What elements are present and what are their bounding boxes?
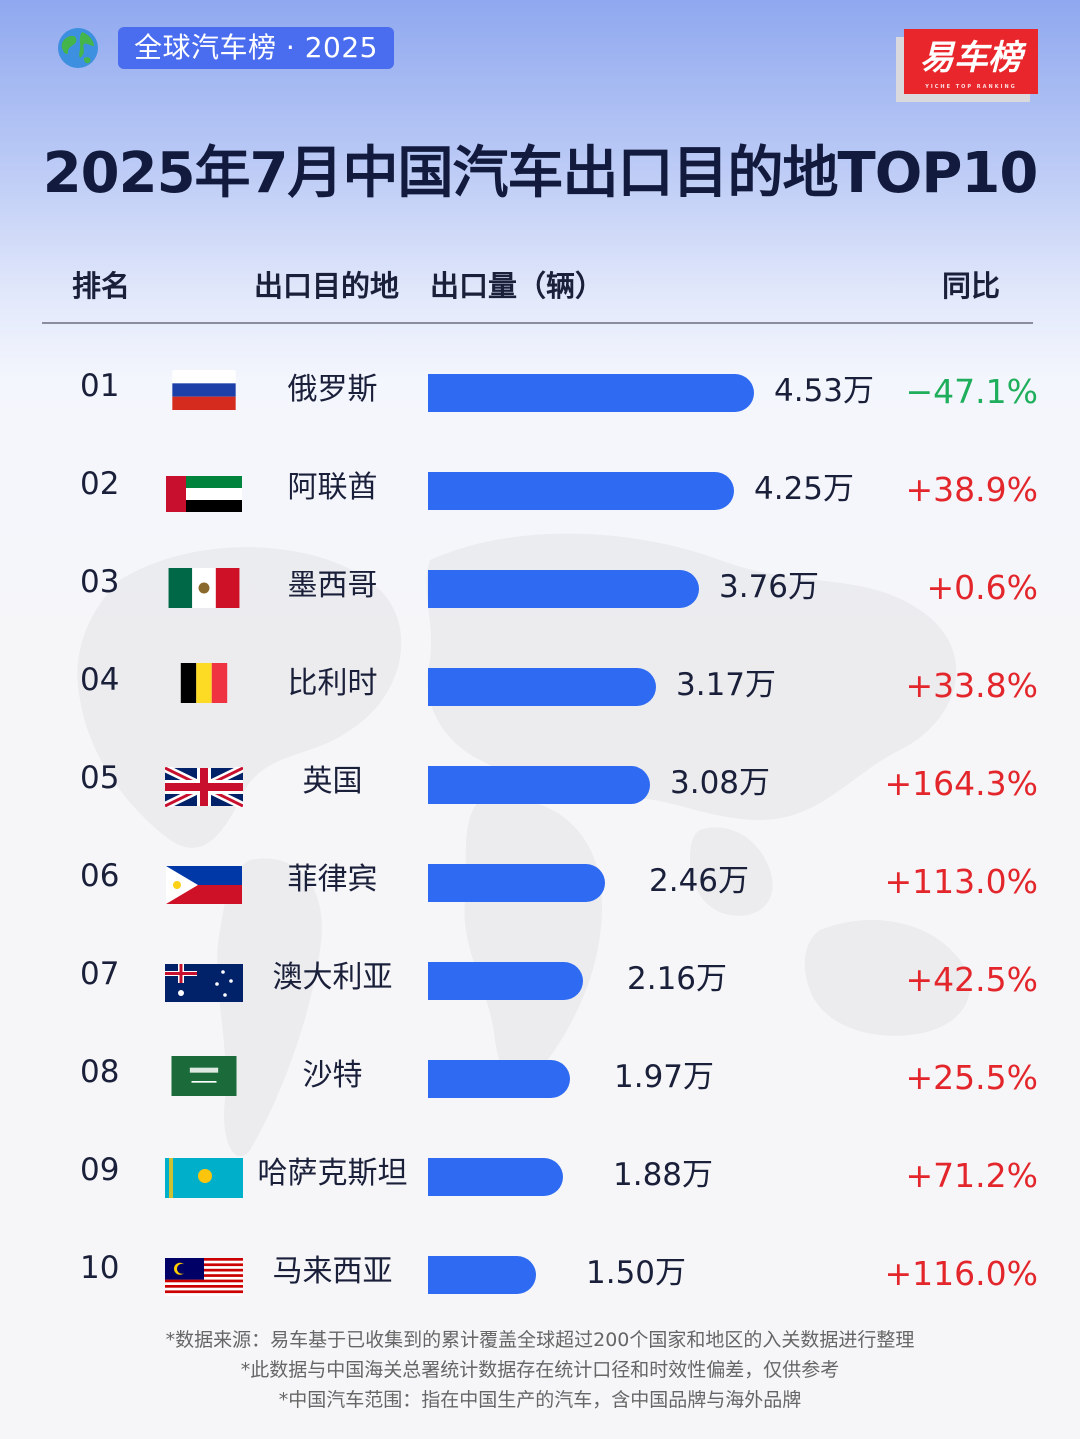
ranking-row: 09 哈萨克斯坦 1.88万 +71.2% bbox=[0, 1150, 1080, 1210]
ranking-row: 01 俄罗斯 4.53万 −47.1% bbox=[0, 366, 1080, 426]
yiche-logo: 易车榜 YICHE TOP RANKING bbox=[904, 29, 1038, 94]
header-badge-group: 全球汽车榜 · 2025 bbox=[56, 26, 394, 70]
footnote-disclaimer: *此数据与中国海关总署统计数据存在统计口径和时效性偏差，仅供参考 bbox=[240, 1359, 840, 1381]
kazakhstan-flag-icon bbox=[165, 1158, 243, 1198]
export-volume-label: 1.97万 bbox=[614, 1059, 715, 1095]
export-volume-bar bbox=[428, 668, 656, 706]
ranking-row: 06 菲律宾 2.46万 +113.0% bbox=[0, 856, 1080, 916]
logo-text: 易车榜 bbox=[920, 38, 1022, 78]
uae-flag-icon bbox=[166, 476, 242, 512]
country-name: 沙特 bbox=[302, 1058, 363, 1093]
category-badge: 全球汽车榜 · 2025 bbox=[118, 27, 394, 69]
country-name: 澳大利亚 bbox=[272, 960, 393, 995]
export-volume-label: 2.16万 bbox=[627, 961, 728, 997]
country-name: 比利时 bbox=[287, 666, 378, 701]
malaysia-flag-icon bbox=[165, 1258, 243, 1296]
column-header-rank: 排名 bbox=[72, 269, 131, 303]
yoy-change: +33.8% bbox=[905, 666, 1038, 705]
country-name: 菲律宾 bbox=[287, 862, 378, 897]
rank-number: 04 bbox=[80, 662, 120, 698]
yoy-change: +116.0% bbox=[884, 1254, 1038, 1293]
column-header-yoy: 同比 bbox=[942, 269, 1001, 303]
uk-flag-icon bbox=[165, 767, 243, 807]
yoy-change: −47.1% bbox=[905, 372, 1038, 411]
yoy-change: +164.3% bbox=[884, 764, 1038, 803]
ranking-row: 02 阿联酋 4.25万 +38.9% bbox=[0, 464, 1080, 524]
rank-number: 10 bbox=[80, 1250, 120, 1286]
export-volume-label: 1.88万 bbox=[613, 1157, 714, 1193]
export-volume-label: 3.76万 bbox=[719, 569, 820, 605]
yoy-change: +113.0% bbox=[884, 862, 1038, 901]
country-name: 阿联酋 bbox=[287, 470, 378, 505]
country-name: 墨西哥 bbox=[287, 568, 378, 603]
footnote-source: *数据来源：易车基于已收集到的累计覆盖全球超过200个国家和地区的入关数据进行整… bbox=[165, 1329, 915, 1351]
mexico-flag-icon bbox=[168, 568, 240, 608]
russia-flag-icon bbox=[172, 370, 236, 410]
export-volume-bar bbox=[428, 374, 754, 412]
country-name: 俄罗斯 bbox=[287, 372, 378, 407]
ranking-row: 07 澳大利亚 2.16万 +42.5% bbox=[0, 954, 1080, 1014]
export-volume-bar bbox=[428, 962, 583, 1000]
export-volume-bar bbox=[428, 1256, 536, 1294]
ranking-row: 05 英国 3.08万 +164.3% bbox=[0, 758, 1080, 818]
ranking-row: 03 墨西哥 3.76万 +0.6% bbox=[0, 562, 1080, 622]
rank-number: 06 bbox=[80, 858, 120, 894]
rank-number: 08 bbox=[80, 1054, 120, 1090]
country-name: 哈萨克斯坦 bbox=[257, 1156, 408, 1191]
rank-number: 01 bbox=[80, 368, 120, 404]
export-volume-label: 1.50万 bbox=[586, 1255, 687, 1291]
export-volume-label: 4.25万 bbox=[754, 471, 855, 507]
country-name: 马来西亚 bbox=[272, 1254, 393, 1289]
country-name: 英国 bbox=[302, 764, 363, 799]
rank-number: 07 bbox=[80, 956, 120, 992]
export-volume-label: 2.46万 bbox=[649, 863, 750, 899]
yoy-change: +0.6% bbox=[926, 568, 1039, 607]
export-volume-label: 4.53万 bbox=[774, 373, 875, 409]
rank-number: 05 bbox=[80, 760, 120, 796]
export-volume-bar bbox=[428, 766, 650, 804]
rank-number: 03 bbox=[80, 564, 120, 600]
australia-flag-icon bbox=[165, 964, 243, 1002]
globe-icon bbox=[58, 28, 98, 68]
ranking-row: 04 比利时 3.17万 +33.8% bbox=[0, 660, 1080, 720]
export-volume-bar bbox=[428, 570, 699, 608]
yoy-change: +38.9% bbox=[905, 470, 1038, 509]
export-volume-bar bbox=[428, 864, 605, 902]
philippines-flag-icon bbox=[166, 866, 242, 904]
yoy-change: +42.5% bbox=[905, 960, 1038, 999]
page-title: 2025年7月中国汽车出口目的地TOP10 bbox=[42, 141, 1039, 206]
belgium-flag-icon bbox=[180, 663, 228, 703]
yoy-change: +25.5% bbox=[905, 1058, 1038, 1097]
ranking-row: 08 沙特 1.97万 +25.5% bbox=[0, 1052, 1080, 1112]
rank-number: 02 bbox=[80, 466, 120, 502]
column-header-volume: 出口量（辆） bbox=[430, 269, 605, 303]
header-divider bbox=[42, 322, 1033, 324]
rank-number: 09 bbox=[80, 1152, 120, 1188]
export-volume-label: 3.17万 bbox=[676, 667, 777, 703]
export-volume-bar bbox=[428, 472, 734, 510]
saudi-flag-icon bbox=[171, 1056, 237, 1096]
footnote-scope: *中国汽车范围：指在中国生产的汽车，含中国品牌与海外品牌 bbox=[278, 1389, 802, 1411]
export-volume-label: 3.08万 bbox=[670, 765, 771, 801]
export-volume-bar bbox=[428, 1158, 563, 1196]
yoy-change: +71.2% bbox=[905, 1156, 1038, 1195]
ranking-row: 10 马来西亚 1.50万 +116.0% bbox=[0, 1248, 1080, 1308]
export-volume-bar bbox=[428, 1060, 570, 1098]
column-header-destination: 出口目的地 bbox=[254, 269, 400, 303]
